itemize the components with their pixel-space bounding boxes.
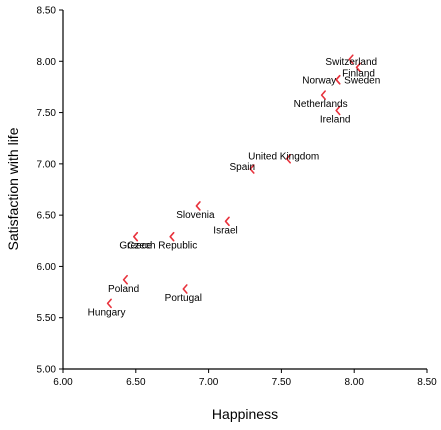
y-tick-label: 6.00	[37, 262, 57, 273]
point-label: Finland	[342, 68, 375, 79]
x-tick-label: 7.00	[199, 377, 219, 388]
x-tick-label: 6.00	[53, 377, 73, 388]
point-label: Poland	[108, 284, 139, 295]
data-point	[285, 153, 291, 164]
data-point	[249, 164, 255, 174]
data-point	[106, 298, 112, 309]
data-point	[335, 105, 341, 116]
point-label: Czech Republic	[127, 241, 197, 252]
point-label: Greece	[119, 241, 152, 252]
data-points	[106, 54, 361, 309]
point-label: Israel	[213, 225, 237, 236]
point-label: Slovenia	[176, 210, 215, 221]
axes: 6.00 6.50 7.00 7.50 8.00 8.50 5.00 5.50 6.00 6.50…	[37, 6, 438, 389]
data-point	[355, 62, 361, 73]
y-tick-label: 7.00	[37, 159, 57, 170]
x-tick-label: 8.50	[417, 377, 437, 388]
data-point	[348, 54, 354, 65]
data-point	[169, 231, 175, 242]
y-axis-title: Satisfaction with life	[5, 127, 21, 250]
point-label: Switzerland	[325, 57, 377, 68]
point-label: United Kingdom	[248, 152, 319, 163]
x-tick-label: 8.00	[344, 377, 364, 388]
data-point	[195, 201, 201, 211]
point-label: Netherlands	[294, 99, 348, 110]
data-point	[335, 74, 341, 85]
point-label: Hungary	[88, 307, 126, 318]
y-tick-label: 6.50	[37, 211, 57, 222]
point-label: Ireland	[320, 115, 351, 126]
data-point	[320, 90, 326, 100]
x-tick-label: 7.50	[272, 377, 292, 388]
point-label: Norway	[302, 76, 336, 87]
x-axis-title: Happiness	[212, 406, 278, 422]
data-point	[224, 216, 230, 227]
y-tick-label: 5.50	[37, 313, 57, 324]
y-tick-label: 7.50	[37, 108, 57, 119]
y-tick-label: 8.00	[37, 57, 57, 68]
x-tick-label: 6.50	[126, 377, 146, 388]
point-label: Spain	[229, 162, 255, 173]
data-point	[182, 284, 188, 294]
point-label: Sweden	[344, 76, 380, 87]
data-point	[133, 231, 139, 242]
y-tick-label: 5.00	[37, 365, 57, 376]
y-tick-label: 8.50	[37, 6, 57, 17]
point-label: Portugal	[165, 293, 202, 304]
data-point	[122, 274, 128, 285]
